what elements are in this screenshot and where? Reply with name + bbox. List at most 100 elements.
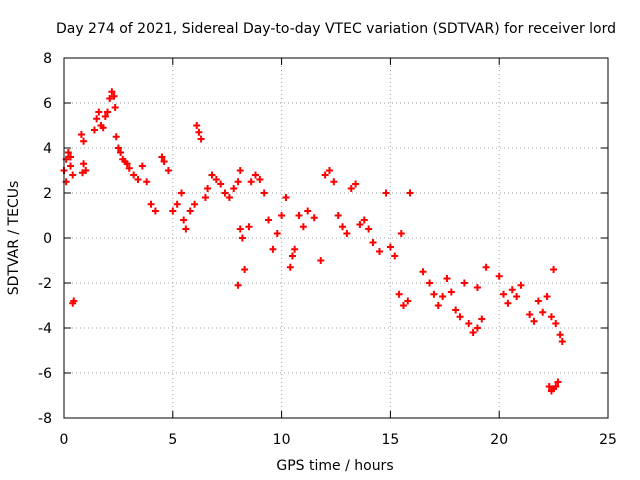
data-point [64,149,72,156]
data-point [550,266,558,273]
data-point [110,92,118,100]
data-point [221,189,229,197]
data-point [123,160,131,168]
data-point [251,171,259,179]
data-point [288,252,296,260]
data-point [191,200,199,208]
data-point [426,279,434,287]
data-point [169,207,177,215]
y-tick-label: 8 [43,51,52,67]
data-point [164,167,172,174]
data-point [447,288,455,296]
data-point [160,158,168,165]
data-point [208,171,216,179]
data-point [158,153,166,161]
data-point [443,275,451,282]
data-point [95,108,103,116]
data-point [473,284,481,291]
data-point [180,216,188,224]
data-point [212,176,220,183]
data-point [469,329,477,336]
data-point [193,122,201,129]
data-point [325,167,333,174]
data-point [356,221,364,228]
data-point [93,115,101,123]
data-point [178,189,186,197]
data-point [273,230,281,237]
data-point [334,212,342,219]
x-tick-label: 15 [381,432,399,448]
data-point [134,176,142,183]
data-point [419,268,427,276]
grid-lines [64,58,608,418]
data-point [197,135,205,143]
data-point [256,176,264,183]
data-point [539,308,547,316]
data-point [395,290,403,298]
data-point [147,200,155,208]
data-point [80,137,88,145]
data-point [482,263,490,271]
data-point [286,263,294,271]
data-point [80,160,88,168]
x-tick-label: 25 [599,432,617,448]
y-tick-label: -4 [38,321,52,337]
data-point [543,293,551,300]
data-point [321,171,329,179]
data-point [460,279,468,287]
data-point [67,162,75,170]
y-tick-label: 2 [43,186,52,202]
data-point [508,286,516,294]
data-point [173,200,181,208]
data-point [500,290,508,298]
data-point [77,131,85,138]
chart-title: Day 274 of 2021, Sidereal Day-to-day VTE… [56,21,616,37]
data-point [143,178,151,186]
data-point [530,317,538,325]
data-point [304,207,312,215]
data-point [182,225,190,233]
data-point [130,171,138,179]
data-point [495,272,503,280]
data-point [265,216,273,224]
data-point [391,252,399,260]
data-point [234,178,242,186]
data-point [114,144,122,152]
data-point [526,311,534,318]
data-point [299,223,307,231]
data-point [343,230,351,237]
data-point [291,245,299,253]
data-point [473,324,481,332]
y-tick-label: -6 [38,366,52,382]
data-point [106,95,114,102]
data-point [558,338,566,345]
data-point [465,320,473,327]
data-point [138,162,146,170]
data-point [360,216,368,224]
x-tick-label: 0 [60,432,69,448]
data-point [217,180,225,188]
data-point [382,189,390,197]
data-point [545,383,553,390]
data-points [60,88,566,395]
data-point [247,178,255,186]
x-axis-ticks: 0 5 10 15 20 25 [60,58,617,448]
data-point [151,207,159,215]
data-point [552,320,560,327]
data-point [241,266,249,273]
data-point [112,133,120,141]
data-point [99,124,107,132]
data-point [504,299,512,307]
data-point [404,297,412,305]
data-point [282,194,290,201]
data-point [369,239,377,246]
data-point [201,194,209,201]
data-point [69,299,77,307]
data-point [236,167,244,174]
x-tick-label: 10 [273,432,291,448]
data-point [204,185,212,192]
data-point [534,297,542,305]
data-point [452,306,460,314]
y-tick-label: -8 [38,411,52,427]
data-point [478,315,486,323]
